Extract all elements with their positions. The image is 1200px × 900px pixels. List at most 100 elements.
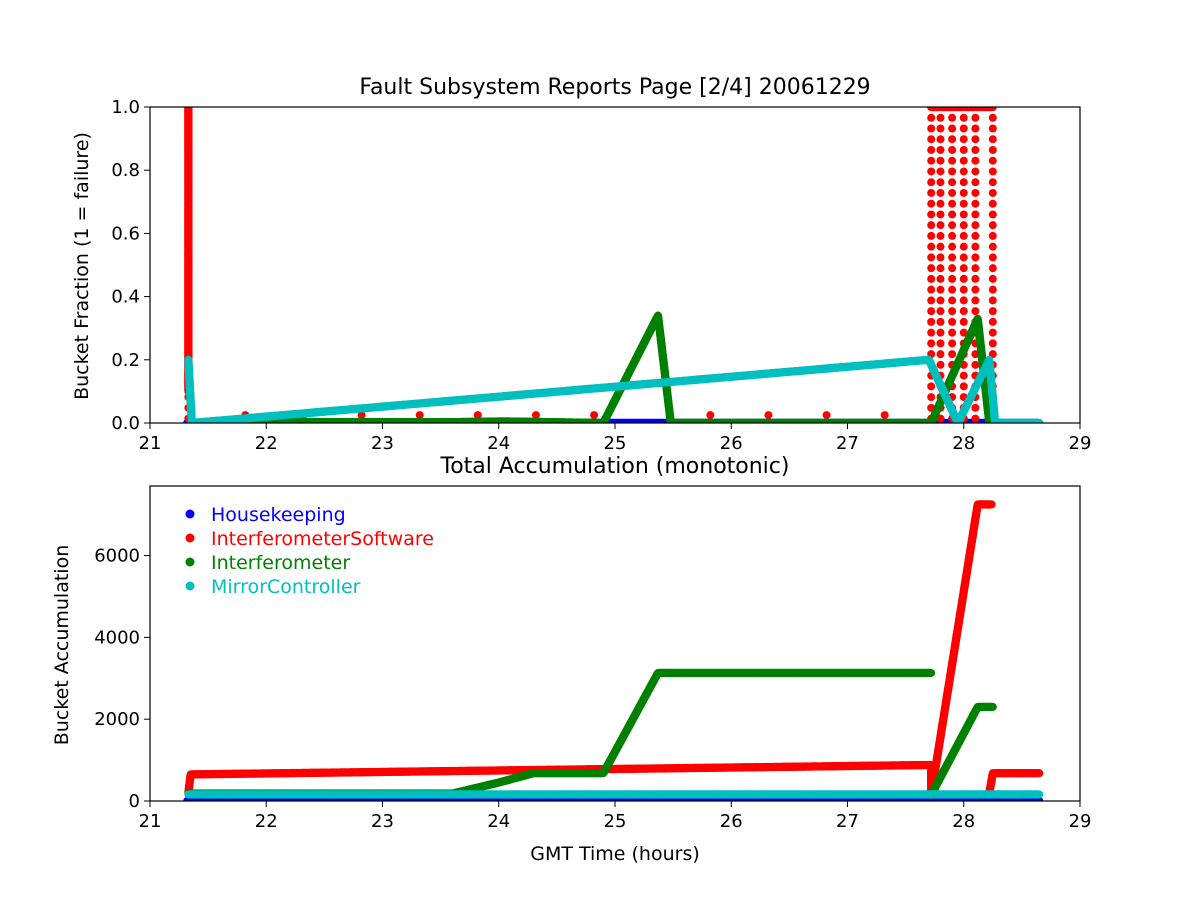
top-point (927, 253, 936, 262)
top-point (959, 113, 968, 122)
top-point (948, 135, 957, 144)
top-point (988, 156, 997, 165)
top-point (959, 382, 968, 391)
top-point (948, 178, 957, 187)
top-point (936, 178, 945, 187)
top-point (959, 285, 968, 294)
top-point (927, 382, 936, 391)
top-y-tick-label: 1.0 (111, 97, 140, 118)
top-point (936, 113, 945, 122)
top-point (948, 167, 957, 176)
top-point (988, 231, 997, 240)
top-point (936, 264, 945, 273)
top-point (971, 210, 980, 219)
top-point (936, 124, 945, 133)
top-point (959, 231, 968, 240)
top-series-mirrorcontroller (184, 355, 1044, 423)
bottom-x-axis-label: GMT Time (hours) (530, 843, 700, 865)
top-point (988, 264, 997, 273)
top-point (971, 274, 980, 283)
top-point (971, 231, 980, 240)
top-point (988, 242, 997, 251)
top-point (988, 188, 997, 197)
top-point (948, 221, 957, 230)
bottom-point (987, 500, 996, 509)
top-point (948, 307, 957, 316)
top-point (988, 167, 997, 176)
top-x-tick-label: 24 (487, 433, 510, 454)
top-plot-area (183, 107, 1044, 423)
top-point (936, 274, 945, 283)
top-axes: 21 22 23 24 25 26 27 28 290.00.20.40.60.81.0 (111, 97, 1091, 454)
top-point (971, 167, 980, 176)
top-point (959, 317, 968, 326)
top-point (988, 285, 997, 294)
top-point (927, 231, 936, 240)
top-y-tick-label: 0.2 (111, 350, 140, 371)
top-point (927, 328, 936, 337)
top-point (927, 242, 936, 251)
top-point (988, 296, 997, 305)
top-point (959, 242, 968, 251)
top-series-layer (183, 107, 1044, 423)
top-point (971, 253, 980, 262)
top-point (971, 307, 980, 316)
top-point (927, 210, 936, 219)
top-point (988, 307, 997, 316)
top-point (927, 317, 936, 326)
top-point (927, 264, 936, 273)
top-point (936, 135, 945, 144)
top-point (948, 296, 957, 305)
top-point (988, 274, 997, 283)
top-point (936, 221, 945, 230)
top-point (959, 371, 968, 380)
top-point (971, 188, 980, 197)
top-point (936, 231, 945, 240)
top-point (988, 178, 997, 187)
top-x-tick-label: 21 (139, 433, 162, 454)
top-point (959, 296, 968, 305)
top-point (988, 253, 997, 262)
top-point (959, 221, 968, 230)
top-point (927, 178, 936, 187)
top-y-tick-label: 0.6 (111, 223, 140, 244)
accumulation-panel: Total Accumulation (monotonic) Bucket Ac… (51, 454, 1091, 865)
top-point (959, 328, 968, 337)
top-point (927, 145, 936, 154)
top-y-axis-label: Bucket Fraction (1 = failure) (71, 132, 93, 400)
top-point (988, 317, 997, 326)
top-point (948, 156, 957, 165)
top-point (959, 188, 968, 197)
top-point (936, 360, 945, 369)
top-point (988, 328, 997, 337)
top-point (948, 231, 957, 240)
top-point (936, 285, 945, 294)
top-point (927, 274, 936, 283)
top-point (927, 285, 936, 294)
top-point (959, 156, 968, 165)
bottom-point (927, 668, 936, 677)
top-point (959, 264, 968, 273)
top-point (936, 317, 945, 326)
top-point (936, 167, 945, 176)
top-point (936, 145, 945, 154)
top-point (971, 113, 980, 122)
top-point (936, 307, 945, 316)
top-point (927, 296, 936, 305)
top-point (936, 156, 945, 165)
top-point (948, 339, 957, 348)
top-point (948, 199, 957, 208)
top-point (971, 124, 980, 133)
top-point (927, 188, 936, 197)
top-point (357, 411, 366, 420)
top-point (971, 135, 980, 144)
top-point (959, 167, 968, 176)
top-point (971, 199, 980, 208)
top-x-tick-label: 28 (952, 433, 975, 454)
top-point (988, 113, 997, 122)
top-y-tick-label: 0.4 (111, 287, 140, 308)
top-point (959, 210, 968, 219)
top-point (971, 403, 980, 412)
